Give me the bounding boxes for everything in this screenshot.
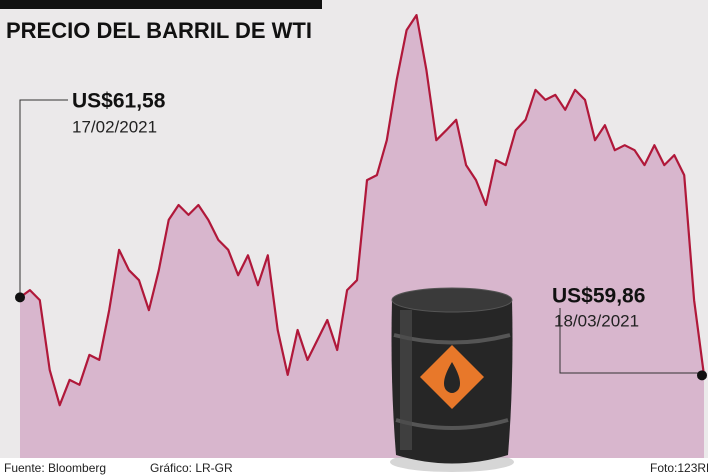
chart: PRECIO DEL BARRIL DE WTI US$61,58 17/02/… bbox=[0, 0, 708, 476]
annotation-value: US$59,86 bbox=[552, 285, 645, 308]
barrel bbox=[390, 288, 514, 472]
chart-title: PRECIO DEL BARRIL DE WTI bbox=[6, 18, 312, 43]
annotation-date: 17/02/2021 bbox=[72, 117, 157, 136]
annotation-date: 18/03/2021 bbox=[554, 311, 639, 330]
point bbox=[697, 370, 707, 380]
annotation-value: US$61,58 bbox=[72, 90, 166, 113]
credit: Gráfico: LR-GR bbox=[150, 461, 233, 475]
title-rule bbox=[0, 0, 322, 9]
point bbox=[15, 292, 25, 302]
source: Fuente: Bloomberg bbox=[4, 461, 106, 475]
photo-credit: Foto:123RF bbox=[650, 461, 708, 475]
